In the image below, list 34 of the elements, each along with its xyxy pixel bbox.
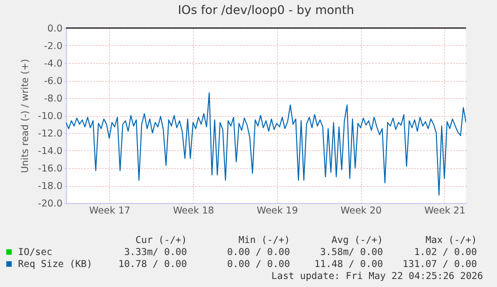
legend-label: Req Size (KB) (18, 259, 92, 270)
y-tick-label: -12.0 (38, 128, 62, 140)
text: 0.00 / 0.00 (227, 247, 290, 258)
y-tick-label: -14.0 (38, 146, 62, 157)
text: 0.00 / 0.00 (227, 259, 290, 270)
line-series (66, 92, 466, 196)
text: 10.78 / 0.00 (118, 259, 188, 270)
x-tick-label: Week 21 (424, 206, 466, 216)
legend-label: IO/sec (18, 247, 52, 258)
x-tick-label: Week 20 (340, 206, 382, 216)
x-tick-label: Week 19 (256, 206, 298, 216)
y-tick-label: -8.0 (44, 94, 62, 104)
text: Cur (-/+) (136, 235, 187, 246)
y-tick-label: -18.0 (38, 181, 62, 192)
chart-title: IOs for /dev/loop0 - by month (178, 3, 354, 17)
text: Avg (-/+) (332, 235, 383, 246)
y-axis-title: Units read (-) / write (+) (20, 58, 31, 174)
text: 131.07 / 0.00 (402, 259, 478, 270)
text: 1.02 / 0.00 (414, 247, 478, 258)
y-tick-label: -4.0 (44, 58, 62, 70)
text: 3.33m/ 0.00 (124, 247, 188, 258)
x-tick-label: Week 18 (172, 206, 214, 216)
text: 11.48 / 0.00 (314, 259, 384, 270)
text: Last update: Fri May 22 04:25:26 2026 (271, 271, 484, 282)
y-tick-label: -6.0 (44, 76, 62, 87)
y-tick-label: -16.0 (38, 164, 62, 174)
text: Min (-/+) (238, 235, 290, 246)
x-tick-label: Week 17 (89, 206, 130, 216)
y-tick-label: 0.0 (47, 24, 62, 34)
text: Max (-/+) (426, 235, 477, 246)
y-tick-label: -20.0 (38, 198, 62, 210)
text: 3.58m/ 0.00 (320, 247, 384, 258)
y-tick-label: -10.0 (38, 111, 62, 122)
y-tick-label: -2.0 (44, 41, 62, 52)
